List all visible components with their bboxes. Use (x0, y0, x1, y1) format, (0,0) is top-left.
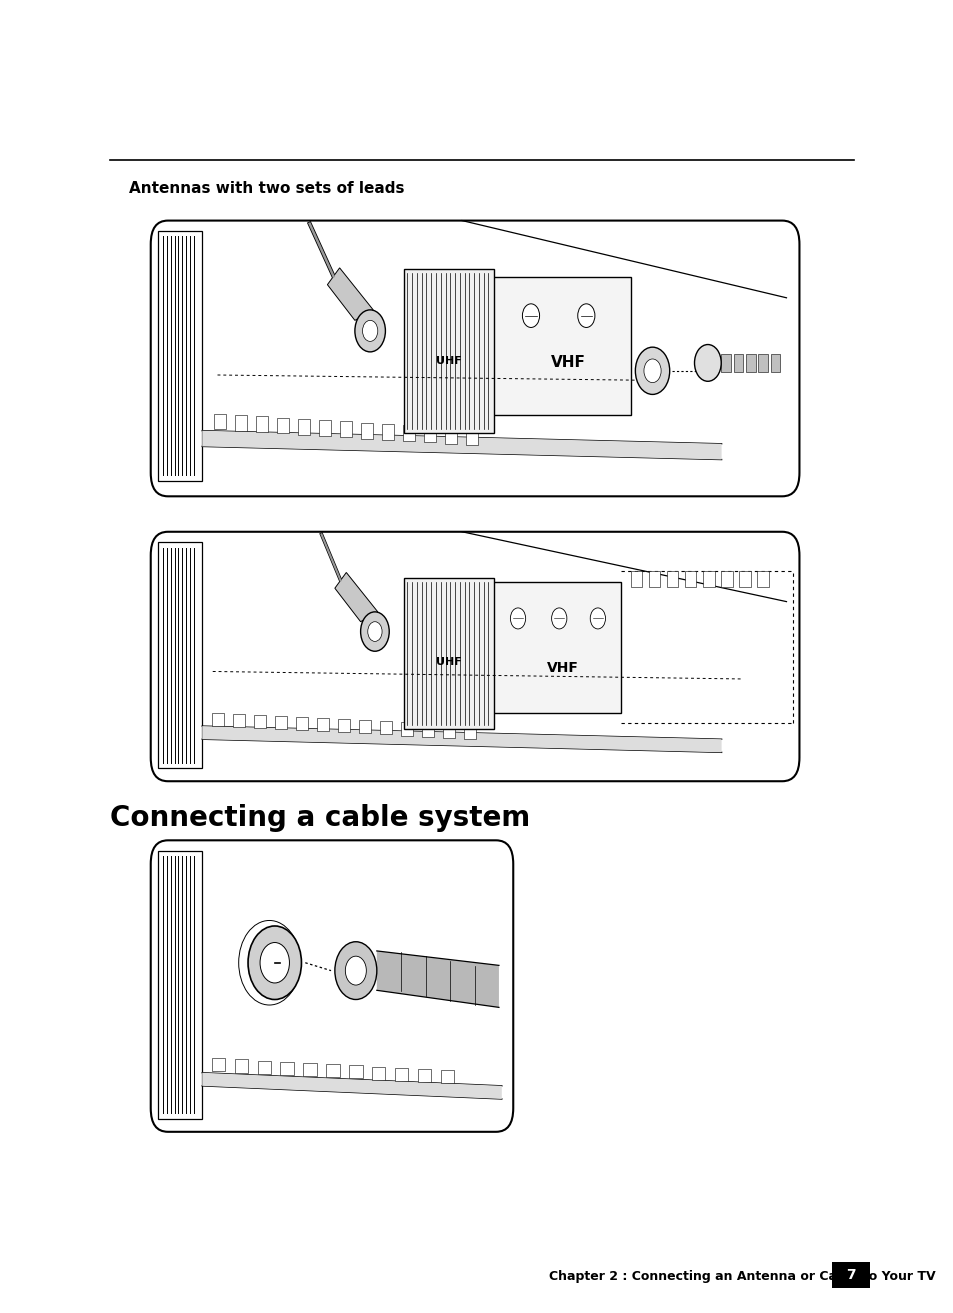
Bar (417, 1069, 431, 1082)
Bar (379, 721, 392, 734)
Bar (360, 423, 373, 439)
Bar (316, 718, 329, 731)
Text: Antennas with two sets of leads: Antennas with two sets of leads (129, 181, 404, 196)
Circle shape (335, 941, 376, 999)
Bar (339, 421, 352, 437)
Bar (358, 721, 371, 734)
Circle shape (248, 926, 301, 999)
Bar (745, 353, 755, 372)
Bar (158, 851, 202, 1119)
FancyBboxPatch shape (151, 840, 513, 1132)
Bar (255, 416, 268, 432)
Bar (337, 720, 350, 733)
Bar (295, 717, 308, 730)
Bar (757, 571, 768, 587)
Circle shape (260, 943, 289, 983)
Circle shape (360, 612, 389, 651)
Polygon shape (202, 726, 720, 752)
Circle shape (345, 956, 366, 985)
Bar (720, 571, 732, 587)
Text: Connecting a cable system: Connecting a cable system (110, 804, 530, 831)
Bar (158, 231, 202, 481)
Polygon shape (202, 1073, 501, 1099)
Bar (158, 542, 202, 768)
Bar (234, 1060, 248, 1073)
Bar (257, 1061, 271, 1074)
Bar (274, 716, 287, 729)
Polygon shape (376, 951, 498, 1007)
Bar (739, 571, 750, 587)
Text: 7: 7 (845, 1268, 855, 1281)
Polygon shape (335, 572, 377, 622)
Bar (372, 1066, 385, 1079)
Circle shape (510, 608, 525, 629)
Polygon shape (202, 431, 720, 460)
Bar (444, 428, 456, 444)
Bar (492, 582, 620, 713)
Bar (492, 277, 630, 415)
Bar (395, 1067, 408, 1081)
Bar (381, 424, 394, 440)
Text: VHF: VHF (550, 355, 585, 370)
Polygon shape (327, 268, 373, 320)
Bar (733, 353, 742, 372)
Bar (666, 571, 678, 587)
Bar (463, 726, 476, 739)
Text: Chapter 2 : Connecting an Antenna or Cable to Your TV: Chapter 2 : Connecting an Antenna or Cab… (548, 1270, 934, 1283)
Bar (684, 571, 696, 587)
Bar (758, 353, 767, 372)
Text: VHF: VHF (547, 662, 578, 675)
Circle shape (362, 320, 377, 341)
Circle shape (355, 310, 385, 352)
Circle shape (694, 344, 720, 381)
Bar (630, 571, 641, 587)
Circle shape (551, 608, 566, 629)
Bar (440, 1070, 454, 1083)
Circle shape (590, 608, 605, 629)
Bar (276, 418, 289, 433)
Bar (442, 725, 455, 738)
FancyBboxPatch shape (151, 221, 799, 496)
Circle shape (635, 347, 669, 394)
Bar (253, 716, 266, 729)
Bar (720, 353, 730, 372)
Bar (831, 1262, 869, 1288)
Bar (318, 420, 331, 436)
Text: UHF: UHF (436, 658, 461, 667)
Bar (212, 1058, 225, 1071)
Circle shape (643, 358, 660, 382)
Bar (702, 571, 714, 587)
Bar (303, 1064, 316, 1077)
FancyBboxPatch shape (151, 532, 799, 781)
Bar (423, 427, 436, 442)
Bar (280, 1062, 294, 1075)
Bar (213, 414, 226, 429)
Text: UHF: UHF (436, 356, 461, 366)
Circle shape (522, 303, 539, 327)
Bar (403, 578, 494, 729)
Bar (770, 353, 780, 372)
Bar (402, 425, 415, 441)
Bar (648, 571, 659, 587)
Bar (234, 415, 247, 431)
Bar (400, 722, 413, 735)
Bar (233, 714, 245, 727)
Circle shape (578, 303, 595, 327)
Bar (212, 713, 224, 726)
Bar (421, 723, 434, 737)
Bar (403, 269, 494, 433)
Bar (297, 419, 310, 435)
Bar (465, 429, 477, 445)
Bar (349, 1065, 362, 1078)
Bar (326, 1064, 339, 1077)
Circle shape (368, 622, 381, 641)
